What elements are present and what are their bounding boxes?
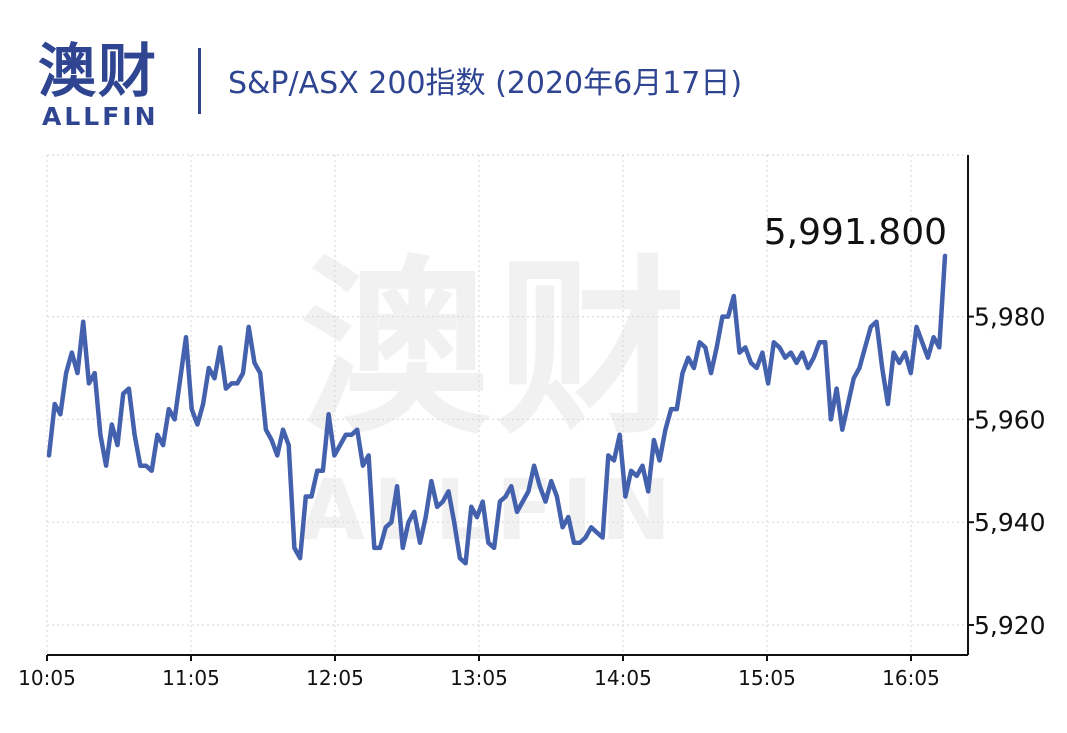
x-tick-label: 16:05 bbox=[882, 666, 940, 690]
allfin-logo: 澳财 ALLFIN bbox=[38, 40, 170, 132]
logo-english: ALLFIN bbox=[42, 102, 159, 131]
header-divider bbox=[198, 48, 201, 114]
x-tick-label: 13:05 bbox=[450, 666, 508, 690]
last-value-label: 5,991.800 bbox=[764, 212, 947, 253]
logo-chinese: 澳财 bbox=[38, 37, 159, 105]
y-tick-label: 5,960 bbox=[974, 405, 1046, 434]
x-tick-label: 15:05 bbox=[738, 666, 796, 690]
y-tick-label: 5,940 bbox=[974, 508, 1046, 537]
chart-title: S&P/ASX 200指数 (2020年6月17日) bbox=[228, 66, 743, 101]
x-tick-label: 14:05 bbox=[594, 666, 652, 690]
series-line bbox=[46, 253, 948, 566]
y-tick-label: 5,980 bbox=[974, 303, 1046, 332]
y-tick-label: 5,920 bbox=[974, 611, 1046, 640]
x-tick-label: 10:05 bbox=[18, 666, 76, 690]
x-tick-label: 12:05 bbox=[306, 666, 364, 690]
x-tick-label: 11:05 bbox=[162, 666, 220, 690]
